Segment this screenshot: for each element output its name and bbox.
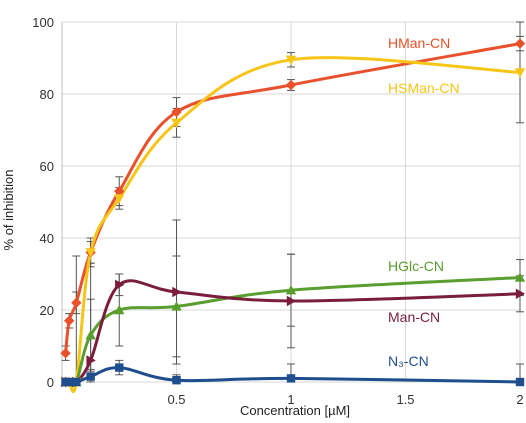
series-1-point: [514, 68, 526, 78]
series-1-line: [65, 56, 521, 393]
error-bars: [61, 21, 524, 383]
series-3-point: [86, 355, 96, 366]
series-4-point: [286, 374, 296, 383]
series-3-point: [115, 279, 125, 290]
series-2-label: HGlc-CN: [388, 258, 444, 274]
series-1-point: [171, 118, 182, 128]
x-tick-label: 1.5: [396, 392, 414, 407]
y-tick-label: 60: [40, 159, 54, 174]
series-3-point: [286, 295, 297, 307]
series-4-point: [86, 372, 95, 381]
x-tick-label: 2: [516, 392, 523, 407]
series-0-point: [285, 79, 297, 91]
series-2-point: [85, 330, 96, 340]
series-0-line: [64, 42, 521, 354]
series-3-label: Man-CN: [388, 309, 440, 325]
series-1-point: [85, 248, 96, 258]
series-4-point: [172, 376, 181, 385]
series-1-point: [114, 194, 125, 204]
series-1-point: [285, 55, 297, 65]
series-labels: HMan-CN HSMan-CN HGlc-CN Man-CN N₃-CN: [388, 35, 460, 369]
x-tick-labels: 0.5 1 1.5 2: [167, 392, 523, 407]
series-markers: [60, 38, 526, 388]
series-4-label: N₃-CN: [388, 353, 429, 369]
y-tick-label: 20: [40, 303, 54, 318]
series-2-point: [114, 304, 125, 315]
series-2-point: [514, 272, 526, 282]
series-0-label: HMan-CN: [388, 35, 450, 51]
series-2-point: [285, 285, 297, 295]
y-tick-label: 80: [40, 87, 54, 102]
series-1-label: HSMan-CN: [388, 80, 460, 96]
x-tick-label: 1: [287, 392, 294, 407]
x-axis-label: Concentration [µM]: [240, 403, 350, 418]
x-tick-label: 0.5: [167, 392, 185, 407]
y-axis-label: % of inhibition: [1, 170, 16, 251]
series-0-point: [60, 348, 71, 359]
y-tick-label: 100: [32, 15, 54, 30]
series-2-point: [171, 301, 182, 311]
y-tick-label: 40: [40, 231, 54, 246]
series-0-point: [71, 297, 82, 308]
series-4-point: [72, 377, 81, 387]
series-4-point: [115, 363, 124, 372]
series-3-line: [65, 279, 521, 386]
series-3-point: [515, 288, 526, 299]
series-0-point: [63, 315, 75, 326]
series-0-point: [171, 106, 182, 118]
series-0-point: [514, 38, 526, 49]
series-4-point: [515, 377, 525, 387]
y-tick-labels: 0 20 40 60 80 100: [32, 15, 54, 390]
series-3-point: [172, 286, 182, 298]
series-0-point: [114, 186, 125, 197]
y-tick-label: 0: [47, 375, 54, 390]
series-4-point: [64, 377, 74, 387]
